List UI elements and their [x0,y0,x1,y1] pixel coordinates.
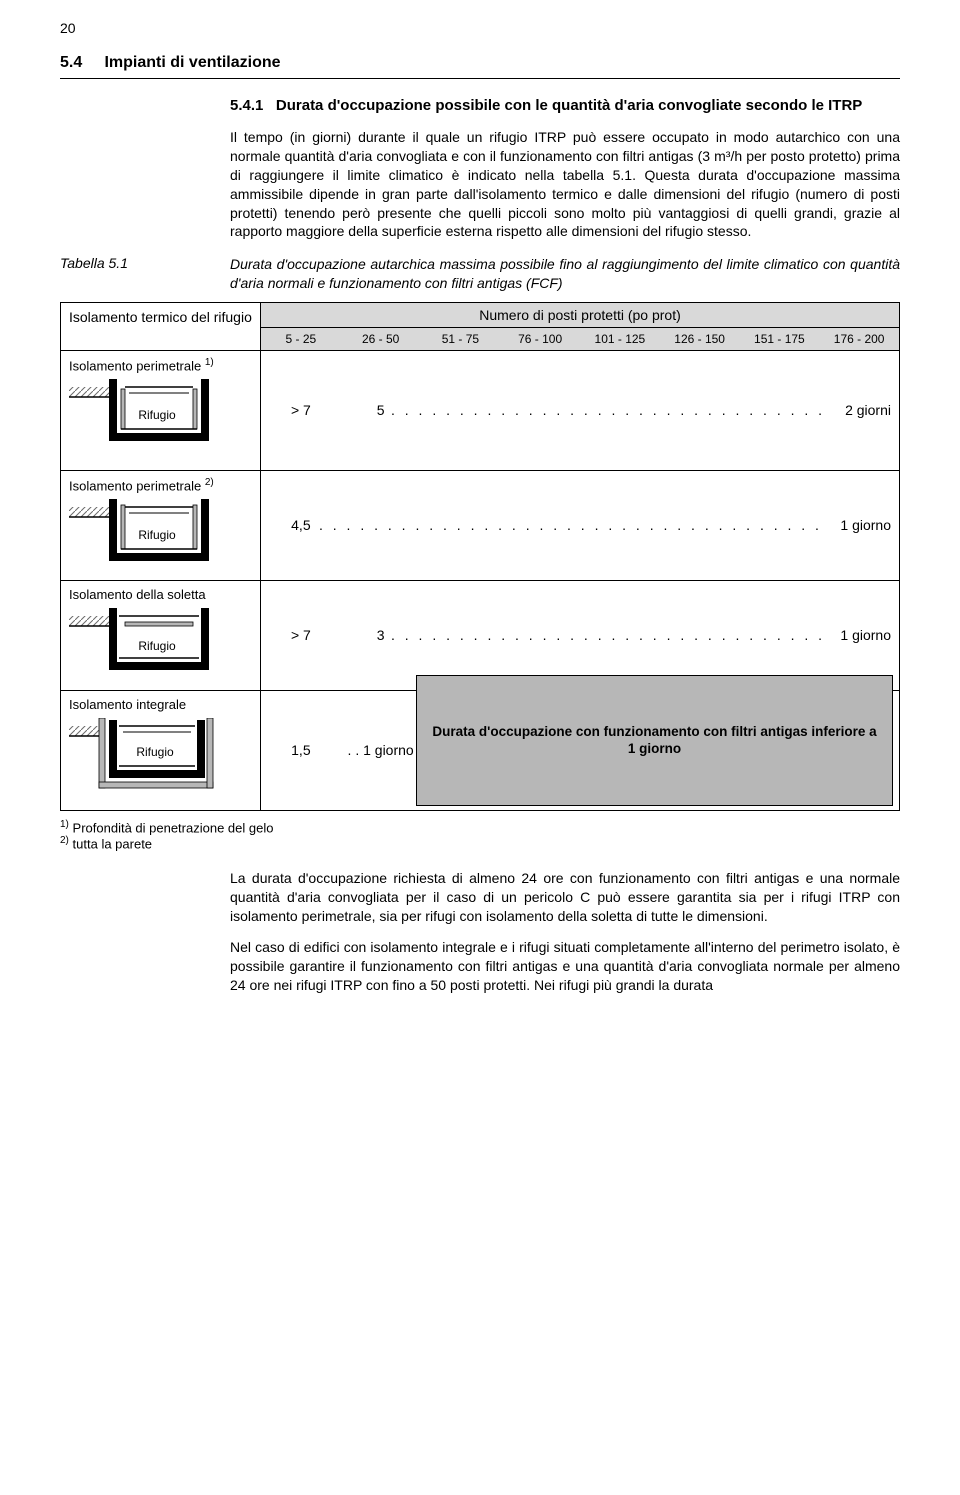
svg-text:Rifugio: Rifugio [138,639,176,653]
row-label-text: Isolamento della soletta [69,587,206,602]
row-right-label: 2 giorni [841,402,891,418]
section-number: 5.4 [60,54,82,71]
subsection-title: Durata d'occupazione possibile con le qu… [276,97,862,114]
page-number: 20 [60,20,900,36]
diagram-perimetrale1-icon: Rifugio [69,379,249,449]
subsection-number: 5.4.1 [230,97,263,114]
svg-text:Rifugio: Rifugio [136,745,174,759]
section-title: Impianti di ventilazione [104,54,280,71]
table-caption-label: Tabella 5.1 [60,255,230,291]
dot-leader: . . . . . . . . . . . . . . . . . . . . … [391,402,829,418]
data-table: Isolamento termico del rifugio Numero di… [60,302,900,811]
section-heading: 5.4 Impianti di ventilazione [60,54,900,72]
row-label-title: Isolamento perimetrale 1) [69,357,252,373]
dot-leader: . . . . . . . . . . . . . . . . . . . . … [391,627,829,643]
table-top-header: Numero di posti protetti (po prot) [261,303,899,328]
table-row: Isolamento perimetrale 1) Rifugio > 7 5 [61,350,899,470]
gray-note-box: Durata d'occupazione con funzionamento c… [416,675,893,806]
final-paragraph-1: La durata d'occupazione richiesta di alm… [230,869,900,926]
table-col: 26 - 50 [341,328,421,350]
table-row: Isolamento perimetrale 2) Rifugio 4,5 [61,470,899,580]
cell-text: 1 giorno [363,742,414,758]
dot-leader: . . . . . . . . . . . . . . . . . . . . … [319,517,829,533]
table-left-header: Isolamento termico del rifugio [61,303,261,350]
table-columns: 5 - 25 26 - 50 51 - 75 76 - 100 101 - 12… [261,328,899,350]
table-col: 5 - 25 [261,328,341,350]
row-label-text: Isolamento integrale [69,697,186,712]
final-paragraph-2: Nel caso di edifici con isolamento integ… [230,938,900,995]
row-label-text: Isolamento perimetrale [69,478,201,493]
row-right-label: 1 giorno [836,517,891,533]
cell: > 7 [261,402,341,418]
table-row-values: > 7 5 . . . . . . . . . . . . . . . . . … [261,351,899,470]
footnote-1: 1) Profondità di penetrazione del gelo [60,819,900,835]
gray-note-text: Durata d'occupazione con funzionamento c… [427,723,882,758]
table-caption: Tabella 5.1 Durata d'occupazione autarch… [60,255,900,291]
table-row-values: 1,5 . . 1 giorno Durata d'occupazione co… [261,691,899,810]
section-rule [60,78,900,79]
table-row-label: Isolamento integrale Rifugio [61,691,261,810]
row-right-label: 1 giorno [836,627,891,643]
table-col: 51 - 75 [421,328,501,350]
table-row-label: Isolamento perimetrale 2) Rifugio [61,471,261,580]
table-col: 176 - 200 [819,328,899,350]
footnote-2: 2) tutta la parete [60,835,900,851]
table-header-row: Isolamento termico del rifugio Numero di… [61,303,899,350]
table-row-values: > 7 3 . . . . . . . . . . . . . . . . . … [261,581,899,690]
diagram-perimetrale2-icon: Rifugio [69,499,249,569]
table-right-header: Numero di posti protetti (po prot) 5 - 2… [261,303,899,350]
footnote-1-text: Profondità di penetrazione del gelo [73,820,274,835]
table-col: 101 - 125 [580,328,660,350]
table-col: 76 - 100 [500,328,580,350]
row-label-sup: 1) [205,357,214,368]
subsection-heading: 5.4.1 Durata d'occupazione possibile con… [230,97,900,114]
svg-text:Rifugio: Rifugio [138,408,176,422]
cell: > 7 [261,627,341,643]
row-label-sup: 2) [205,477,214,488]
table-row: Isolamento della soletta Rifugio > 7 3 [61,580,899,690]
footnotes: 1) Profondità di penetrazione del gelo 2… [60,819,900,852]
table-col: 126 - 150 [660,328,740,350]
cell: 1,5 [261,742,341,758]
table-row-label: Isolamento perimetrale 1) Rifugio [61,351,261,470]
svg-text:Rifugio: Rifugio [138,528,176,542]
table-col: 151 - 175 [740,328,820,350]
row-label-text: Isolamento perimetrale [69,358,201,373]
table-row: Isolamento integrale Rifugio 1,5 . . 1 g… [61,690,899,810]
row-label-title: Isolamento perimetrale 2) [69,477,252,493]
body-paragraph: Il tempo (in giorni) durante il quale un… [230,128,900,241]
cell: . . 1 giorno [341,742,421,758]
table-row-values: 4,5 . . . . . . . . . . . . . . . . . . … [261,471,899,580]
row-label-title: Isolamento della soletta [69,587,252,602]
diagram-soletta-icon: Rifugio [69,608,249,678]
row-label-title: Isolamento integrale [69,697,252,712]
footnote-2-text: tutta la parete [73,836,153,851]
table-row-label: Isolamento della soletta Rifugio [61,581,261,690]
diagram-integrale-icon: Rifugio [69,718,249,796]
table-caption-text: Durata d'occupazione autarchica massima … [230,255,900,291]
